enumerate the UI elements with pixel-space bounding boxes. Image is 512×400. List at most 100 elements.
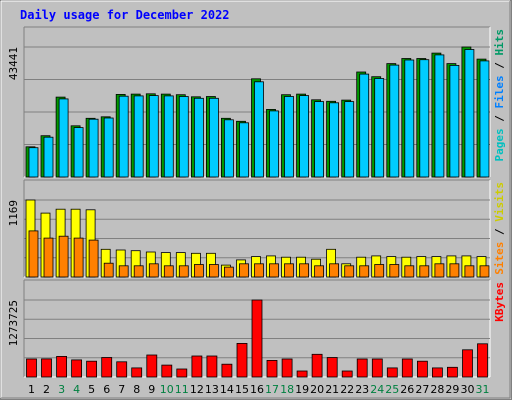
panel-visits: 1169 Sites / Visits [7, 179, 506, 278]
x-tick-label-1: 1 [28, 383, 35, 396]
bar-visits-sites-day-29 [449, 263, 460, 278]
legend-visits: Visits [493, 182, 506, 222]
x-tick-label-25: 25 [385, 383, 399, 396]
bar-hits-files-day-20 [314, 101, 325, 178]
bar-kbytes-kbytes-day-3 [56, 355, 67, 378]
bar-visits-sites-day-31 [479, 265, 490, 278]
chart-title: Daily usage for December 2022 [20, 8, 230, 22]
chart-panels: 43441 Pages / Files / Hits 1169 Sites / Vis… [7, 26, 506, 378]
x-tick-label-28: 28 [430, 383, 444, 396]
bar-visits-sites-day-30 [464, 265, 475, 278]
x-tick-label-14: 14 [220, 383, 234, 396]
bar-hits-files-day-24 [374, 78, 385, 178]
bar-kbytes-kbytes-day-5 [86, 360, 97, 378]
bar-hits-files-day-27 [419, 59, 430, 178]
bar-kbytes-kbytes-day-10 [161, 364, 173, 378]
bar-kbytes-kbytes-day-2 [41, 358, 52, 378]
legend-separator: / [493, 56, 506, 76]
bar-visits-sites-day-21 [329, 263, 340, 278]
bar-kbytes-kbytes-day-31 [477, 343, 488, 378]
panel-kbytes-legend: KBytes [493, 282, 506, 322]
x-tick-label-24: 24 [370, 383, 384, 396]
bar-visits-sites-day-27 [419, 265, 430, 278]
bar-kbytes-kbytes-day-8 [131, 367, 143, 378]
bar-visits-sites-day-15 [239, 263, 249, 278]
x-tick-label-9: 9 [148, 383, 155, 396]
x-tick-label-8: 8 [133, 383, 140, 396]
legend-files: Files [493, 75, 506, 108]
bar-visits-sites-day-25 [389, 264, 400, 278]
bar-hits-files-day-3 [58, 98, 69, 178]
bar-hits-files-day-21 [329, 102, 340, 178]
x-tick-label-3: 3 [58, 383, 65, 396]
bar-visits-sites-day-24 [374, 264, 385, 278]
x-tick-label-11: 11 [175, 383, 189, 396]
bar-hits-files-day-15 [239, 122, 249, 178]
x-tick-label-10: 10 [160, 383, 174, 396]
bar-visits-sites-day-11 [178, 265, 189, 278]
bar-hits-files-day-10 [163, 95, 174, 178]
bar-visits-sites-day-13 [208, 264, 219, 278]
bar-hits-files-day-11 [178, 96, 189, 178]
legend-separator: / [493, 222, 506, 242]
x-tick-label-27: 27 [415, 383, 429, 396]
bar-visits-sites-day-5 [88, 239, 99, 278]
bar-kbytes-kbytes-day-13 [206, 355, 218, 378]
legend-sites: Sites [493, 242, 506, 275]
x-tick-label-17: 17 [265, 383, 279, 396]
x-tick-label-19: 19 [295, 383, 309, 396]
bar-kbytes-kbytes-day-9 [146, 354, 158, 378]
bar-kbytes-kbytes-day-16 [251, 299, 263, 378]
bar-visits-sites-day-19 [299, 263, 310, 278]
bar-kbytes-kbytes-day-1 [26, 358, 37, 378]
bar-hits-files-day-12 [193, 97, 204, 178]
bar-kbytes-kbytes-day-26 [401, 358, 413, 378]
x-tick-label-6: 6 [103, 383, 110, 396]
bar-kbytes-kbytes-day-6 [101, 357, 113, 378]
bar-hits-files-day-17 [269, 110, 279, 178]
bar-hits-files-day-29 [449, 65, 460, 178]
bar-hits-files-day-8 [133, 95, 144, 178]
bar-kbytes-kbytes-day-17 [266, 359, 278, 378]
panel-kbytes: 1273725 KBytes [7, 279, 506, 378]
bar-visits-sites-day-17 [269, 263, 279, 278]
bar-hits-files-day-30 [464, 49, 475, 178]
bar-visits-sites-day-18 [284, 263, 294, 278]
bar-hits-files-day-31 [479, 60, 490, 178]
bar-kbytes-kbytes-day-24 [371, 358, 383, 378]
x-tick-label-5: 5 [88, 383, 95, 396]
bar-hits-files-day-13 [208, 97, 219, 178]
bar-kbytes-kbytes-day-15 [236, 342, 248, 378]
bar-visits-sites-day-2 [43, 237, 54, 278]
bar-hits-files-day-7 [118, 95, 129, 178]
x-tick-label-13: 13 [205, 383, 219, 396]
bar-visits-sites-day-8 [133, 265, 144, 278]
bar-hits-files-day-9 [148, 95, 159, 178]
bar-visits-sites-day-26 [404, 265, 415, 278]
bar-visits-sites-day-9 [148, 263, 159, 278]
bar-visits-sites-day-1 [28, 230, 39, 278]
panel-hits-legend: Pages / Files / Hits [493, 29, 506, 162]
legend-kbytes: KBytes [493, 282, 506, 322]
bar-kbytes-kbytes-day-4 [71, 359, 82, 378]
bar-visits-sites-day-16 [254, 263, 264, 278]
bar-visits-sites-day-12 [193, 264, 204, 278]
bar-kbytes-kbytes-day-30 [462, 349, 473, 378]
bar-kbytes-kbytes-day-19 [296, 370, 308, 378]
bar-hits-files-day-2 [43, 136, 54, 178]
x-tick-label-30: 30 [461, 383, 475, 396]
bar-visits-sites-day-6 [103, 262, 114, 278]
bar-hits-files-day-6 [103, 117, 114, 178]
bar-hits-files-day-25 [389, 64, 400, 178]
x-tick-label-29: 29 [445, 383, 459, 396]
bar-kbytes-kbytes-day-18 [281, 358, 293, 378]
x-tick-label-18: 18 [280, 383, 294, 396]
bar-visits-sites-day-28 [434, 263, 445, 278]
bar-visits-sites-day-22 [344, 265, 355, 278]
legend-hits: Hits [493, 29, 506, 56]
x-tick-label-26: 26 [400, 383, 414, 396]
x-tick-label-20: 20 [310, 383, 324, 396]
bar-kbytes-kbytes-day-12 [191, 355, 203, 378]
panel-visits-max-label: 1169 [7, 200, 20, 227]
